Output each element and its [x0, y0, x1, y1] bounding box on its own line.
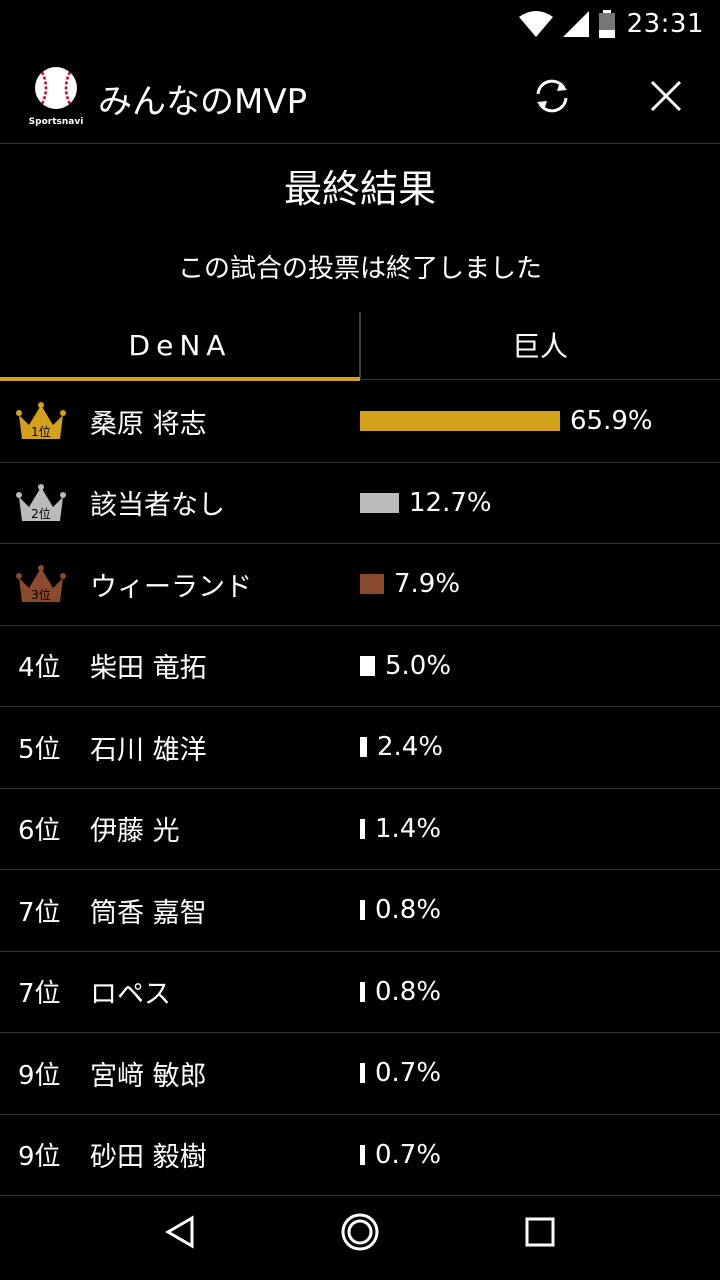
player-name: 筒香 嘉智	[90, 897, 207, 929]
vote-bar	[360, 900, 365, 920]
vote-percent: 65.9%	[570, 406, 653, 436]
player-name: 桑原 将志	[90, 408, 207, 440]
vote-status-text: この試合の投票は終了しました	[177, 254, 542, 284]
rank-label: 6位	[18, 816, 61, 846]
vote-bar	[360, 1063, 365, 1083]
player-name: 伊藤 光	[90, 816, 180, 847]
vote-bar	[360, 981, 365, 1002]
vote-bar	[360, 818, 365, 839]
ranking-row: 3位 ウィーランド 7.9%	[0, 544, 720, 626]
vote-bar	[360, 737, 367, 757]
vote-bar	[360, 411, 560, 431]
app-bar: Sportsnavi みんなのMVP	[0, 48, 720, 144]
rank-label: 7位	[18, 979, 61, 1009]
wifi-icon	[518, 11, 553, 37]
player-name: 宮﨑 敏郎	[90, 1060, 207, 1092]
recents-icon	[525, 1217, 555, 1247]
ranking-row: 7位 筒香 嘉智 0.8%	[0, 870, 720, 952]
app-title: みんなのMVP	[98, 82, 308, 122]
vote-percent: 0.8%	[375, 895, 442, 925]
battery-icon	[598, 10, 615, 38]
sportsnavi-logo-icon: Sportsnavi	[28, 67, 84, 127]
vote-percent: 0.7%	[375, 1058, 442, 1088]
player-name: 柴田 竜拓	[90, 653, 207, 684]
tab-giants[interactable]: 巨人	[511, 330, 568, 363]
ranking-row: 6位 伊藤 光 1.4%	[0, 789, 720, 870]
tab-dena[interactable]: DeNA	[128, 328, 232, 362]
signal-icon	[562, 11, 589, 37]
vote-percent: 5.0%	[385, 650, 452, 681]
close-icon	[650, 80, 682, 112]
rank-label: 7位	[18, 897, 61, 928]
ranking-row: 5位 石川 雄洋 2.4%	[0, 707, 720, 789]
player-name: ロペス	[90, 979, 171, 1010]
rank-label: 4位	[18, 653, 61, 683]
vote-percent: 2.4%	[377, 732, 444, 762]
rank-label: 9位	[18, 1142, 61, 1172]
vote-bar	[360, 655, 375, 676]
vote-percent: 1.4%	[375, 813, 442, 844]
home-icon	[341, 1213, 379, 1251]
navigation-bar	[0, 1184, 720, 1280]
ranking-row: 4位 柴田 竜拓 5.0%	[0, 626, 720, 707]
rank-label: 1位	[31, 424, 51, 439]
team-tabs: DeNA 巨人	[0, 310, 720, 381]
player-name: 石川 雄洋	[90, 734, 207, 766]
back-button[interactable]	[160, 1212, 200, 1252]
rank-label: 3位	[31, 587, 51, 602]
rank-label: 9位	[18, 1060, 61, 1091]
player-name: 該当者なし	[90, 490, 225, 521]
logo-text: Sportsnavi	[29, 117, 84, 127]
rank-label: 5位	[18, 734, 61, 765]
rank-label: 2位	[31, 506, 51, 521]
bronze-crown-icon: 3位	[16, 565, 66, 602]
player-name: 砂田 毅樹	[90, 1142, 207, 1173]
vote-bar	[360, 574, 384, 594]
active-tab-indicator	[0, 377, 360, 381]
vote-percent: 7.9%	[394, 569, 461, 599]
close-button[interactable]	[644, 74, 688, 118]
ranking-row: 9位 砂田 毅樹 0.7%	[0, 1115, 720, 1196]
ranking-row: 9位 宮﨑 敏郎 0.7%	[0, 1033, 720, 1115]
vote-bar	[360, 1144, 365, 1165]
page-title: 最終結果	[283, 167, 436, 211]
back-icon	[165, 1215, 194, 1249]
vote-bar	[360, 492, 399, 513]
ranking-row: 2位 該当者なし 12.7%	[0, 463, 720, 544]
status-time: 23:31	[626, 9, 704, 39]
tab-divider	[359, 312, 361, 378]
player-name: ウィーランド	[90, 571, 252, 603]
home-button[interactable]	[340, 1212, 380, 1252]
vote-percent: 12.7%	[409, 487, 492, 518]
ranking-list: 1位 桑原 将志 65.9% 2位 該当者なし 12.7% 3位 ウィーランド 7.9% 4位 柴田…	[0, 381, 720, 1196]
gold-crown-icon: 1位	[16, 402, 66, 439]
refresh-button[interactable]	[530, 74, 574, 118]
silver-crown-icon: 2位	[16, 483, 66, 521]
vote-percent: 0.7%	[375, 1139, 442, 1170]
status-bar: 23:31	[0, 0, 720, 48]
recents-button[interactable]	[520, 1212, 560, 1252]
vote-percent: 0.8%	[375, 976, 442, 1007]
ranking-row: 1位 桑原 将志 65.9%	[0, 381, 720, 463]
ranking-row: 7位 ロペス 0.8%	[0, 952, 720, 1033]
